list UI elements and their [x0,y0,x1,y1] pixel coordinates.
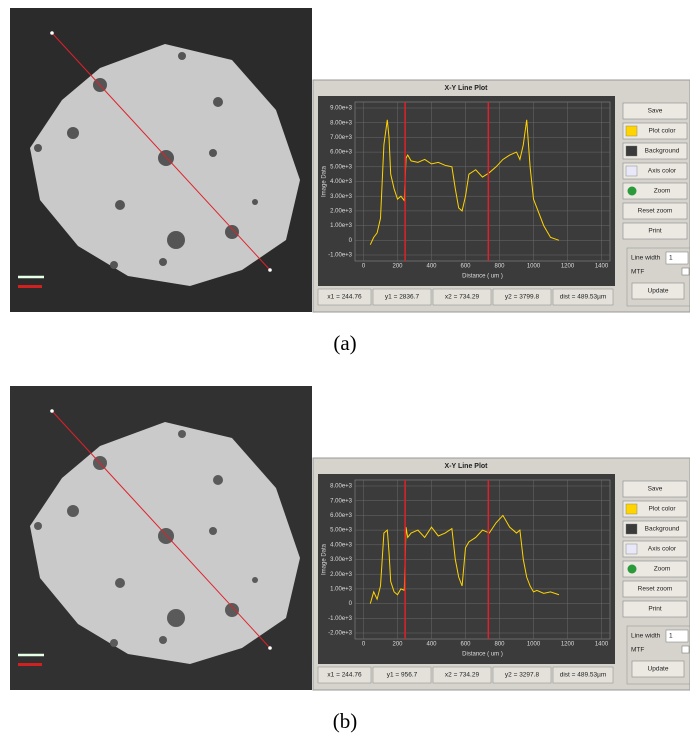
y-tick-label: 5.00e+3 [330,164,353,170]
x-tick-label: 1400 [595,264,609,270]
y-tick-label: 6.00e+3 [330,513,353,519]
x-axis-label: Distance ( um ) [462,274,503,280]
button-label: Print [648,228,662,235]
button-label: Zoom [654,566,671,573]
status-text: y2 = 3297.8 [505,672,540,679]
plot-window: X-Y Line Plot 8.00e+3 7.00e+3 6.00e+3 5.00e+… [313,458,690,690]
y-tick-label: 3.00e+3 [330,557,353,563]
button-label: Axis color [648,546,677,553]
x-tick-label: 800 [494,264,505,270]
mtf-checkbox[interactable] [682,268,689,275]
button-label: Axis color [648,168,677,175]
x-tick-label: 400 [426,264,437,270]
update-label: Update [648,666,669,673]
y-tick-label: 8.00e+3 [330,484,353,490]
y-tick-label: 6.00e+3 [330,150,353,156]
line-endpoint [50,409,54,413]
button-icon [628,187,637,196]
status-text: x2 = 734.29 [445,294,480,301]
x-tick-label: 200 [392,642,403,648]
y-tick-label: 5.00e+3 [330,528,353,534]
color-swatch [626,504,637,514]
panel-caption: (b) [333,709,358,733]
x-axis-label: Distance ( um ) [462,652,503,658]
status-text: dist = 489.53µm [560,294,607,301]
mtf-checkbox[interactable] [682,646,689,653]
x-tick-label: 1200 [561,642,575,648]
button-label: Background [645,148,680,155]
line-width-label: Line width [631,255,661,262]
line-endpoint [268,646,272,650]
y-axis-label: Image Data [322,543,328,575]
scale-bar-label [18,663,42,666]
button-label: Reset zoom [638,586,673,593]
plot-title: X-Y Line Plot [444,463,488,470]
mtf-label: MTF [631,647,644,654]
status-text: x2 = 734.29 [445,672,480,679]
ct-image [10,8,312,312]
x-tick-label: 1400 [595,642,609,648]
status-text: y1 = 956.7 [387,672,418,679]
color-swatch [626,126,637,136]
y-tick-label: 1.00e+3 [330,586,353,592]
y-tick-label: -2.00e+3 [328,631,353,637]
plot-title: X-Y Line Plot [444,85,488,92]
status-text: dist = 489.53µm [560,672,607,679]
ct-image [10,386,312,690]
y-tick-label: 9.00e+3 [330,106,353,112]
y-tick-label: 2.00e+3 [330,572,353,578]
x-tick-label: 1000 [527,642,541,648]
y-tick-label: 4.00e+3 [330,542,353,548]
color-swatch [626,146,637,156]
line-endpoint [268,268,272,272]
line-width-label: Line width [631,633,661,640]
color-swatch [626,524,637,534]
button-label: Plot color [648,506,676,513]
button-label: Save [648,108,663,115]
status-text: x1 = 244.76 [327,294,362,301]
color-swatch [626,166,637,176]
button-label: Plot color [648,128,676,135]
button-label: Reset zoom [638,208,673,215]
line-width-value: 1 [669,633,673,640]
button-label: Background [645,526,680,533]
figure: X-Y Line Plot 9.00e+3 8.00e+3 7.00e+3 6.00e+… [0,0,690,736]
x-tick-label: 1200 [561,264,575,270]
button-label: Zoom [654,188,671,195]
x-tick-label: 400 [426,642,437,648]
y-axis-label: Image Data [322,165,328,197]
color-swatch [626,544,637,554]
button-label: Save [648,486,663,493]
y-tick-label: 4.00e+3 [330,179,353,185]
button-icon [628,565,637,574]
mtf-label: MTF [631,269,644,276]
y-tick-label: 1.00e+3 [330,223,353,229]
plot-window: X-Y Line Plot 9.00e+3 8.00e+3 7.00e+3 6.00e+… [313,80,690,312]
x-tick-label: 800 [494,642,505,648]
line-endpoint [50,31,54,35]
plot-background [318,474,615,664]
x-tick-label: 200 [392,264,403,270]
x-tick-label: 600 [460,642,471,648]
panel-caption: (a) [333,331,356,355]
panel: X-Y Line Plot 9.00e+3 8.00e+3 7.00e+3 6.00e+… [10,8,690,355]
y-tick-label: 7.00e+3 [330,498,353,504]
status-text: x1 = 244.76 [327,672,362,679]
x-tick-label: 1000 [527,264,541,270]
y-tick-label: -1.00e+3 [328,616,353,622]
y-tick-label: -1.00e+3 [328,253,353,259]
status-text: y2 = 3799.8 [505,294,540,301]
y-tick-label: 3.00e+3 [330,194,353,200]
update-label: Update [648,288,669,295]
button-label: Print [648,606,662,613]
x-tick-label: 600 [460,264,471,270]
status-text: y1 = 2836.7 [385,294,420,301]
scale-bar-label [18,285,42,288]
y-tick-label: 7.00e+3 [330,135,353,141]
y-tick-label: 8.00e+3 [330,120,353,126]
panel: X-Y Line Plot 8.00e+3 7.00e+3 6.00e+3 5.00e+… [10,386,690,733]
y-tick-label: 2.00e+3 [330,208,353,214]
line-width-value: 1 [669,255,673,262]
